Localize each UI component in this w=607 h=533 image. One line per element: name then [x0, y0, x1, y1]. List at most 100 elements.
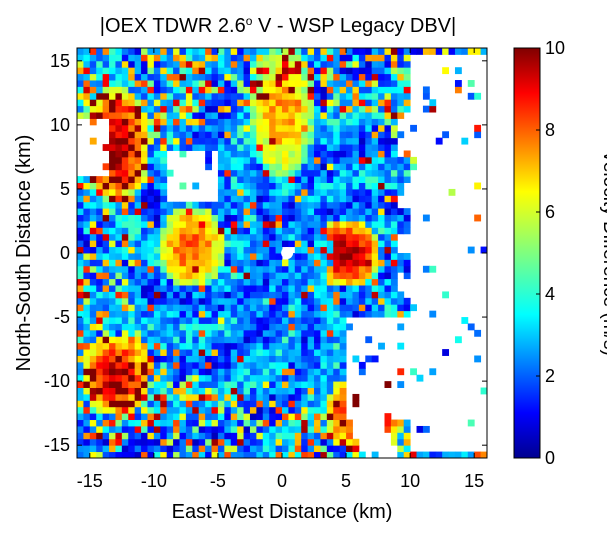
- heatmap-cell: [256, 131, 264, 139]
- heatmap-cell: [326, 413, 334, 421]
- heatmap-cell: [96, 329, 104, 337]
- heatmap-cell: [83, 233, 91, 241]
- heatmap-cell: [333, 233, 341, 241]
- heatmap-cell: [249, 272, 257, 280]
- heatmap-cell: [198, 233, 206, 241]
- heatmap-cell: [397, 48, 405, 55]
- heatmap-cell: [358, 48, 366, 55]
- heatmap-cell: [102, 291, 110, 299]
- heatmap-cell: [141, 131, 148, 139]
- heatmap-cell: [166, 272, 174, 280]
- heatmap-cell: [121, 227, 129, 235]
- heatmap-cell: [294, 246, 302, 254]
- heatmap-cell: [173, 419, 180, 427]
- heatmap-cell: [294, 54, 302, 62]
- heatmap-cell: [185, 291, 193, 299]
- heatmap-cell: [134, 118, 142, 126]
- heatmap-cell: [237, 381, 245, 388]
- heatmap-cell: [224, 451, 232, 458]
- heatmap-cell: [83, 349, 91, 356]
- heatmap-cell: [275, 432, 283, 440]
- heatmap-cell: [275, 291, 283, 299]
- heatmap-cell: [109, 278, 116, 286]
- heatmap-cell: [275, 214, 283, 222]
- heatmap-cell: [224, 156, 232, 164]
- heatmap-cell: [301, 355, 309, 363]
- heatmap-cell: [179, 451, 187, 458]
- heatmap-cell: [102, 393, 110, 401]
- heatmap-cell: [205, 413, 212, 421]
- heatmap-cell: [294, 419, 302, 427]
- heatmap-cell: [109, 214, 116, 222]
- heatmap-cell: [128, 297, 136, 305]
- heatmap-cell: [153, 112, 161, 119]
- heatmap-cell: [249, 278, 257, 286]
- heatmap-cell: [269, 278, 277, 286]
- heatmap-cell: [269, 150, 277, 158]
- heatmap-cell: [282, 105, 289, 113]
- heatmap-cell: [352, 201, 360, 209]
- heatmap-cell: [371, 195, 379, 203]
- title-prefix: |OEX TDWR 2.6: [100, 15, 246, 37]
- heatmap-cell: [237, 361, 245, 369]
- heatmap-cell: [275, 278, 283, 286]
- heatmap-cell: [461, 48, 469, 55]
- heatmap-cell: [109, 208, 116, 216]
- heatmap-cell: [230, 342, 238, 350]
- heatmap-cell: [230, 67, 238, 75]
- heatmap-cell: [339, 323, 347, 331]
- heatmap-cell: [346, 445, 353, 453]
- heatmap-cell: [371, 144, 379, 151]
- heatmap-cell: [185, 310, 193, 318]
- heatmap-cell: [256, 137, 264, 145]
- heatmap-cell: [237, 323, 245, 331]
- heatmap-cell: [109, 137, 116, 145]
- heatmap-cell: [269, 73, 277, 81]
- heatmap-cell: [397, 304, 405, 312]
- heatmap-cell: [262, 137, 270, 145]
- heatmap-cell: [384, 188, 392, 196]
- heatmap-cell: [301, 163, 309, 171]
- heatmap-cell: [326, 349, 334, 356]
- heatmap-cell: [96, 220, 104, 228]
- heatmap-cell: [185, 419, 193, 427]
- heatmap-cell: [115, 285, 123, 292]
- heatmap-cell: [384, 285, 392, 292]
- heatmap-cell: [256, 393, 264, 401]
- heatmap-cell: [109, 169, 116, 177]
- heatmap-cell: [153, 451, 161, 458]
- heatmap-cell: [249, 451, 257, 458]
- heatmap-cell: [390, 195, 398, 203]
- heatmap-cell: [217, 118, 225, 126]
- heatmap-cell: [461, 137, 469, 145]
- heatmap-cell: [102, 99, 110, 107]
- heatmap-cell: [243, 214, 251, 222]
- heatmap-cell: [237, 208, 245, 216]
- heatmap-cell: [243, 182, 251, 190]
- heatmap-cell: [320, 445, 328, 453]
- heatmap-cell: [262, 92, 270, 100]
- heatmap-cell: [224, 406, 232, 414]
- heatmap-cell: [173, 137, 180, 145]
- heatmap-cell: [256, 297, 264, 305]
- heatmap-cell: [397, 214, 405, 222]
- heatmap-cell: [192, 355, 200, 363]
- heatmap-cell: [397, 208, 405, 216]
- heatmap-cell: [243, 425, 251, 433]
- heatmap-cell: [166, 265, 174, 273]
- heatmap-cell: [352, 208, 360, 216]
- heatmap-cell: [403, 214, 411, 222]
- heatmap-cell: [243, 259, 251, 267]
- heatmap-cell: [307, 393, 315, 401]
- heatmap-cell: [179, 246, 187, 254]
- heatmap-cell: [333, 112, 341, 119]
- heatmap-cell: [243, 176, 251, 183]
- heatmap-cell: [134, 48, 142, 55]
- heatmap-cell: [294, 381, 302, 388]
- heatmap-cell: [141, 329, 148, 337]
- heatmap-cell: [237, 80, 245, 87]
- x-tick-label: 10: [400, 471, 420, 491]
- heatmap-cell: [153, 355, 161, 363]
- heatmap-cell: [282, 419, 289, 427]
- heatmap-cell: [96, 451, 104, 458]
